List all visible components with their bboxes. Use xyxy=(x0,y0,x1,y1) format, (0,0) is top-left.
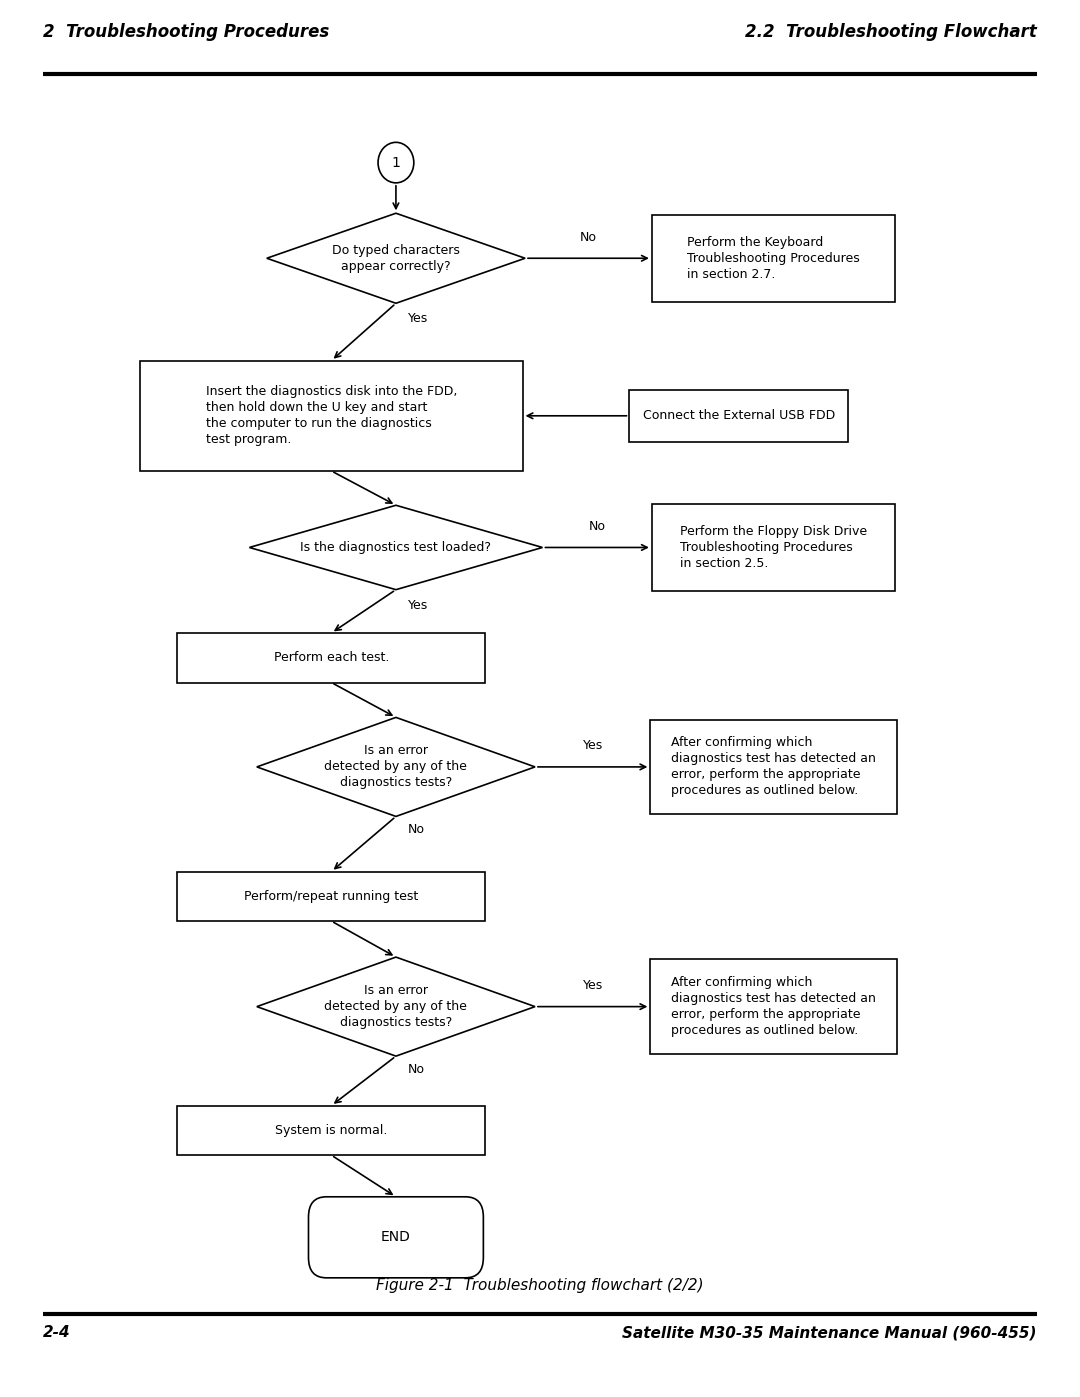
Text: 1: 1 xyxy=(391,155,401,169)
Text: Perform the Keyboard
Troubleshooting Procedures
in section 2.7.: Perform the Keyboard Troubleshooting Pro… xyxy=(687,236,860,281)
Text: No: No xyxy=(408,1063,424,1076)
Text: Insert the diagnostics disk into the FDD,
then hold down the U key and start
the: Insert the diagnostics disk into the FDD… xyxy=(205,386,457,446)
Text: Figure 2-1  Troubleshooting flowchart (2/2): Figure 2-1 Troubleshooting flowchart (2/… xyxy=(376,1278,704,1292)
Text: Yes: Yes xyxy=(582,979,603,992)
Text: 2  Troubleshooting Procedures: 2 Troubleshooting Procedures xyxy=(43,24,329,42)
Text: Yes: Yes xyxy=(408,599,428,612)
FancyBboxPatch shape xyxy=(650,719,896,814)
FancyBboxPatch shape xyxy=(652,215,895,302)
Text: Is an error
detected by any of the
diagnostics tests?: Is an error detected by any of the diagn… xyxy=(324,745,468,789)
Text: After confirming which
diagnostics test has detected an
error, perform the appro: After confirming which diagnostics test … xyxy=(671,736,876,798)
FancyBboxPatch shape xyxy=(630,390,848,441)
FancyBboxPatch shape xyxy=(309,1197,484,1278)
Text: END: END xyxy=(381,1231,410,1245)
Text: Yes: Yes xyxy=(582,739,603,753)
Text: Is an error
detected by any of the
diagnostics tests?: Is an error detected by any of the diagn… xyxy=(324,983,468,1030)
Circle shape xyxy=(378,142,414,183)
Text: Connect the External USB FDD: Connect the External USB FDD xyxy=(643,409,835,422)
Polygon shape xyxy=(257,957,535,1056)
FancyBboxPatch shape xyxy=(177,1105,485,1155)
FancyBboxPatch shape xyxy=(177,633,485,683)
FancyBboxPatch shape xyxy=(652,504,895,591)
Text: No: No xyxy=(589,520,606,532)
Text: 2.2  Troubleshooting Flowchart: 2.2 Troubleshooting Flowchart xyxy=(745,24,1037,42)
Text: Perform the Floppy Disk Drive
Troubleshooting Procedures
in section 2.5.: Perform the Floppy Disk Drive Troublesho… xyxy=(680,525,867,570)
Text: Do typed characters
appear correctly?: Do typed characters appear correctly? xyxy=(332,243,460,272)
FancyBboxPatch shape xyxy=(650,960,896,1053)
Polygon shape xyxy=(257,718,535,816)
Text: Is the diagnostics test loaded?: Is the diagnostics test loaded? xyxy=(300,541,491,555)
Text: No: No xyxy=(408,823,424,837)
FancyBboxPatch shape xyxy=(177,872,485,921)
Text: After confirming which
diagnostics test has detected an
error, perform the appro: After confirming which diagnostics test … xyxy=(671,977,876,1037)
Polygon shape xyxy=(267,214,525,303)
Text: Perform each test.: Perform each test. xyxy=(273,651,389,664)
Text: System is normal.: System is normal. xyxy=(275,1125,388,1137)
FancyBboxPatch shape xyxy=(140,360,523,471)
Polygon shape xyxy=(249,506,542,590)
Text: Satellite M30-35 Maintenance Manual (960-455): Satellite M30-35 Maintenance Manual (960… xyxy=(622,1326,1037,1340)
Text: 2-4: 2-4 xyxy=(43,1326,71,1340)
Text: Perform/repeat running test: Perform/repeat running test xyxy=(244,890,418,902)
Text: Yes: Yes xyxy=(408,313,428,326)
Text: No: No xyxy=(580,231,597,243)
